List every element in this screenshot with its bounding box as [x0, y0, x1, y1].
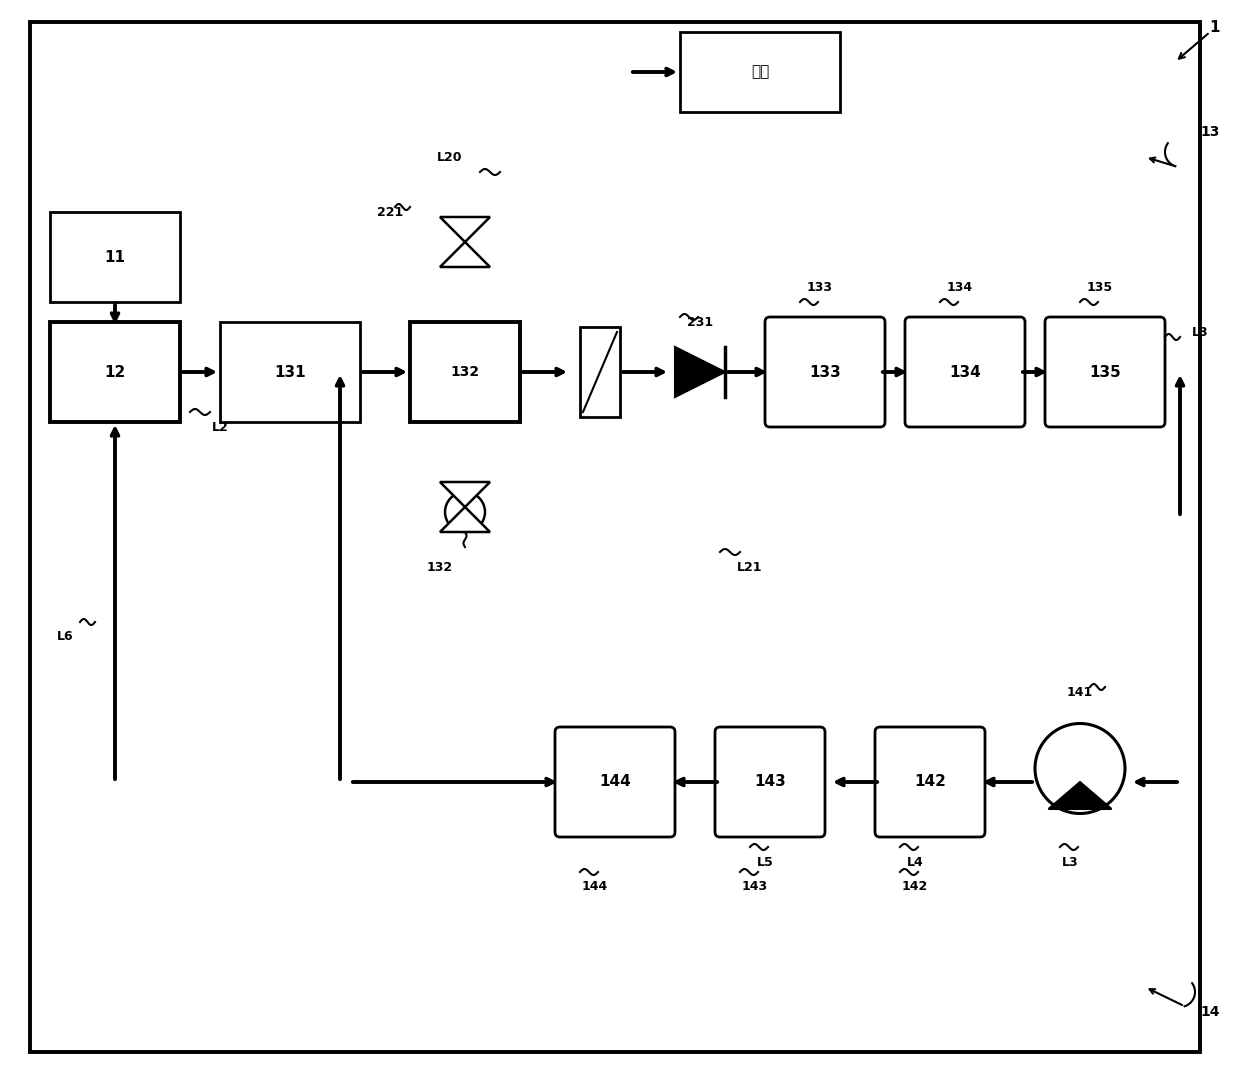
Text: 131: 131 [274, 365, 306, 380]
Text: 132: 132 [450, 365, 480, 379]
Text: 135: 135 [1087, 280, 1114, 293]
Text: 231: 231 [687, 316, 713, 329]
Text: 144: 144 [582, 881, 608, 894]
Polygon shape [440, 507, 490, 532]
FancyBboxPatch shape [765, 317, 885, 427]
Bar [210, 592, 1140, 1012]
Bar [50, 212, 180, 302]
Bar [410, 322, 520, 422]
Text: 11: 11 [104, 250, 125, 264]
Text: 134: 134 [949, 365, 981, 380]
Text: 133: 133 [807, 280, 833, 293]
Bar [219, 322, 360, 422]
Text: L3: L3 [1192, 326, 1208, 339]
Bar [680, 32, 839, 113]
Text: L20: L20 [438, 150, 463, 163]
Bar [580, 327, 620, 417]
Text: L3: L3 [1061, 856, 1079, 869]
Text: 134: 134 [947, 280, 973, 293]
Polygon shape [675, 347, 725, 397]
Polygon shape [440, 481, 490, 507]
FancyBboxPatch shape [875, 727, 985, 837]
Text: L6: L6 [57, 631, 73, 644]
Text: 221: 221 [377, 206, 403, 219]
Text: 142: 142 [914, 775, 946, 790]
Text: 142: 142 [901, 881, 928, 894]
Polygon shape [440, 242, 490, 267]
FancyBboxPatch shape [715, 727, 825, 837]
Text: 143: 143 [754, 775, 786, 790]
Text: 144: 144 [599, 775, 631, 790]
Polygon shape [1049, 782, 1111, 809]
Text: L5: L5 [756, 856, 774, 869]
Text: 133: 133 [810, 365, 841, 380]
Text: 排出: 排出 [751, 65, 769, 79]
Text: 132: 132 [427, 560, 453, 573]
Text: 143: 143 [742, 881, 768, 894]
Text: L4: L4 [906, 856, 924, 869]
FancyBboxPatch shape [905, 317, 1025, 427]
Text: 135: 135 [1089, 365, 1121, 380]
Text: 141: 141 [1066, 686, 1094, 699]
Text: 12: 12 [104, 365, 125, 380]
Text: 1: 1 [1210, 19, 1220, 35]
Text: L2: L2 [212, 421, 228, 434]
Text: 13: 13 [1200, 126, 1220, 138]
Polygon shape [440, 217, 490, 242]
Bar [50, 322, 180, 422]
FancyBboxPatch shape [1045, 317, 1166, 427]
Text: 14: 14 [1200, 1005, 1220, 1019]
FancyBboxPatch shape [556, 727, 675, 837]
Bar [210, 102, 1140, 562]
Text: L21: L21 [738, 560, 763, 573]
